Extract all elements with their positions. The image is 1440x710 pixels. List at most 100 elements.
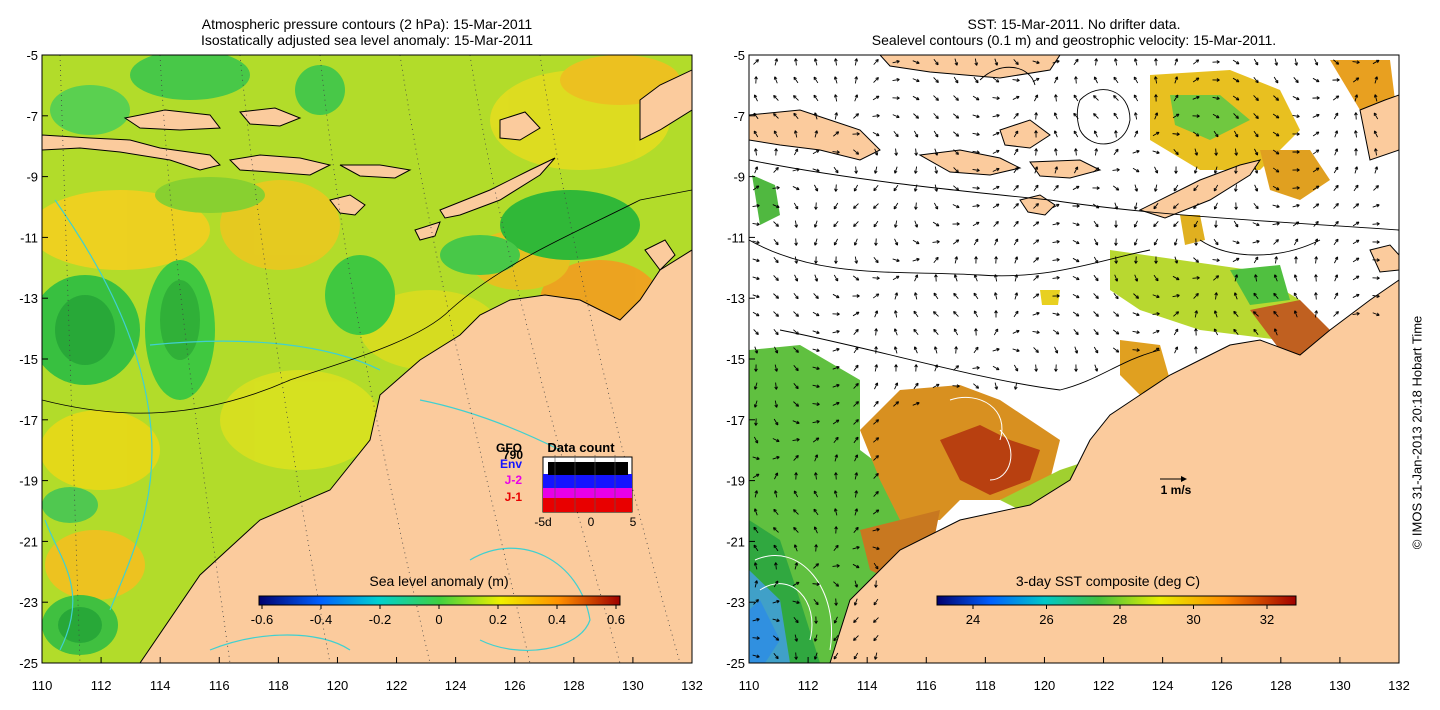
velocity-vector-head — [1376, 294, 1380, 298]
velocity-vector-head — [1174, 328, 1179, 332]
velocity-vector-head — [955, 239, 960, 243]
velocity-vector — [1013, 203, 1019, 209]
velocity-vector — [812, 330, 820, 334]
velocity-vector — [893, 202, 899, 210]
velocity-vector — [973, 238, 979, 246]
velocity-vector — [795, 58, 797, 66]
velocity-vector — [1112, 347, 1120, 353]
velocity-vector — [1293, 77, 1299, 83]
velocity-vector — [853, 635, 859, 641]
velocity-vector-head — [915, 115, 920, 119]
velocity-vector — [1154, 166, 1158, 174]
velocity-vector — [814, 220, 818, 228]
velocity-vector — [873, 203, 879, 209]
inset-axis-left: -5d — [534, 515, 551, 529]
velocity-vector-head — [995, 79, 1000, 83]
velocity-vector — [1253, 113, 1259, 119]
velocity-vector-head — [994, 310, 998, 314]
velocity-vector — [1055, 148, 1057, 156]
velocity-vector — [1133, 293, 1139, 299]
velocity-vector — [1073, 329, 1079, 335]
lat-tick-label: -17 — [726, 413, 745, 428]
velocity-vector — [1095, 58, 1097, 66]
velocity-vector-head — [1356, 312, 1360, 316]
velocity-vector-head — [773, 527, 777, 531]
velocity-vector — [833, 436, 839, 444]
velocity-vector — [795, 652, 797, 660]
velocity-vector-head — [1095, 277, 1099, 282]
velocity-vector — [1353, 184, 1359, 192]
velocity-vector-head — [753, 130, 758, 134]
velocity-vector-head — [994, 238, 999, 242]
velocity-vector — [813, 508, 819, 516]
velocity-vector — [1032, 60, 1040, 64]
velocity-vector-head — [1276, 204, 1280, 209]
lon-tick-label: 114 — [150, 678, 171, 693]
velocity-vector-head — [813, 242, 818, 246]
velocity-vector-head — [836, 150, 840, 154]
velocity-vector-head — [875, 455, 879, 459]
velocity-vector-head — [754, 166, 759, 170]
velocity-vector — [912, 239, 920, 245]
inset-title: Data count — [547, 440, 615, 455]
velocity-vector — [833, 581, 839, 587]
velocity-vector-head — [754, 490, 759, 494]
velocity-vector-head — [835, 169, 839, 174]
velocity-vector-head — [1255, 115, 1259, 119]
velocity-vector — [1112, 169, 1120, 171]
velocity-vector-head — [835, 583, 840, 587]
lon-tick-label: 126 — [504, 678, 526, 693]
velocity-vector — [833, 202, 839, 210]
velocity-vector-head — [873, 619, 877, 623]
velocity-vector-head — [754, 440, 759, 444]
velocity-vector — [873, 59, 879, 65]
velocity-vector-head — [836, 312, 840, 316]
velocity-vector — [812, 149, 820, 155]
velocity-vector-head — [756, 617, 760, 622]
velocity-vector-head — [1015, 166, 1019, 171]
velocity-vector-head — [793, 130, 798, 134]
velocity-vector-head — [1076, 258, 1080, 263]
velocity-vector — [1233, 113, 1239, 119]
velocity-vector-head — [874, 310, 879, 314]
velocity-vector-head — [994, 328, 999, 332]
velocity-vector — [972, 367, 980, 369]
velocity-vector-head — [1376, 203, 1380, 208]
velocity-vector — [1173, 328, 1179, 336]
velocity-vector-head — [753, 386, 758, 390]
velocity-vector-head — [973, 310, 978, 314]
velocity-vector-head — [1015, 61, 1019, 66]
velocity-vector — [752, 654, 760, 658]
velocity-vector-head — [753, 404, 758, 408]
velocity-vector — [1093, 274, 1099, 282]
velocity-vector-head — [1054, 166, 1059, 170]
velocity-vector — [1032, 293, 1040, 299]
velocity-vector-head — [935, 256, 939, 261]
velocity-vector — [915, 148, 917, 156]
velocity-vector-head — [833, 94, 838, 98]
velocity-vector — [993, 328, 999, 336]
velocity-vector-head — [1375, 185, 1379, 189]
velocity-vector — [1333, 221, 1339, 227]
velocity-vector-head — [1073, 130, 1078, 135]
velocity-vector-head — [813, 638, 818, 642]
velocity-vector — [793, 292, 799, 300]
lon-tick-label: 114 — [857, 678, 878, 693]
velocity-vector — [773, 635, 779, 641]
velocity-vector — [913, 328, 919, 336]
velocity-vector-head — [996, 131, 1000, 136]
velocity-vector — [753, 112, 759, 120]
velocity-vector-head — [1273, 328, 1278, 332]
lat-tick-label: -7 — [733, 109, 745, 124]
velocity-vector-head — [754, 350, 759, 354]
velocity-vector-head — [1255, 133, 1259, 138]
velocity-vector — [1212, 259, 1220, 261]
velocity-vector-head — [1036, 330, 1040, 334]
velocity-vector — [952, 204, 960, 208]
velocity-vector-head — [1194, 242, 1198, 246]
velocity-vector — [1354, 94, 1358, 102]
velocity-vector-head — [974, 256, 978, 260]
velocity-vector — [834, 454, 838, 462]
velocity-vector-head — [876, 546, 880, 551]
velocity-vector-head — [1354, 94, 1359, 98]
